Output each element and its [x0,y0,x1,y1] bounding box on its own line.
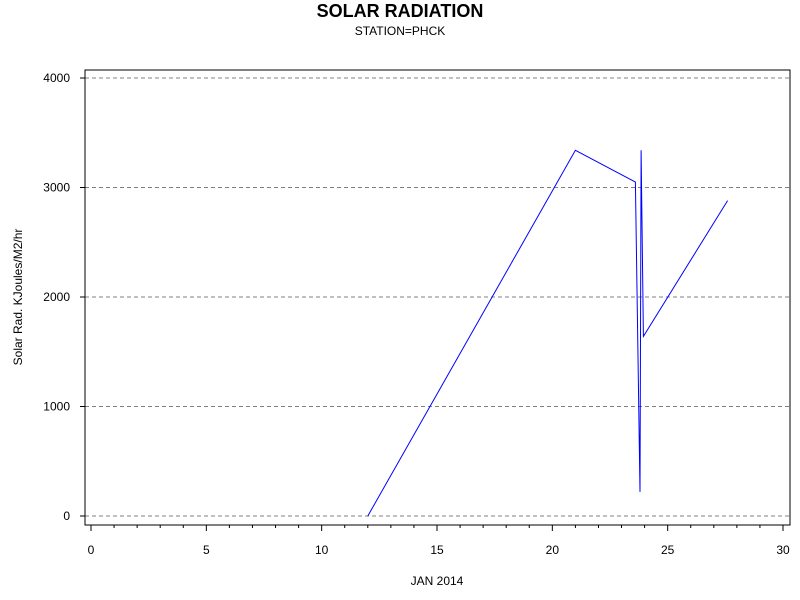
x-tick-label: 5 [203,543,210,557]
x-tick-label: 15 [430,543,444,557]
series-layer [367,149,729,517]
y-tick-label: 2000 [43,290,70,304]
x-tick-label: 25 [661,543,675,557]
x-axis-label: JAN 2014 [411,574,464,588]
y-tick-label: 0 [63,509,70,523]
y-tick-label: 4000 [43,71,70,85]
x-tick-label: 10 [315,543,329,557]
chart-title: SOLAR RADIATION [316,1,484,21]
series-line [367,149,729,517]
x-tick-label: 0 [88,543,95,557]
chart-subtitle: STATION=PHCK [354,24,446,38]
y-tick-label: 3000 [43,181,70,195]
y-tick-label: 1000 [43,400,70,414]
x-tick-label: 20 [546,543,560,557]
y-axis: 0 1000 2000 3000 4000 [43,71,85,523]
x-tick-label: 30 [776,543,790,557]
y-axis-label: Solar Rad. KJoules/M2/hr [11,229,25,366]
grid-lines [85,77,790,517]
x-axis: 0 5 10 15 20 25 30 [88,525,790,557]
